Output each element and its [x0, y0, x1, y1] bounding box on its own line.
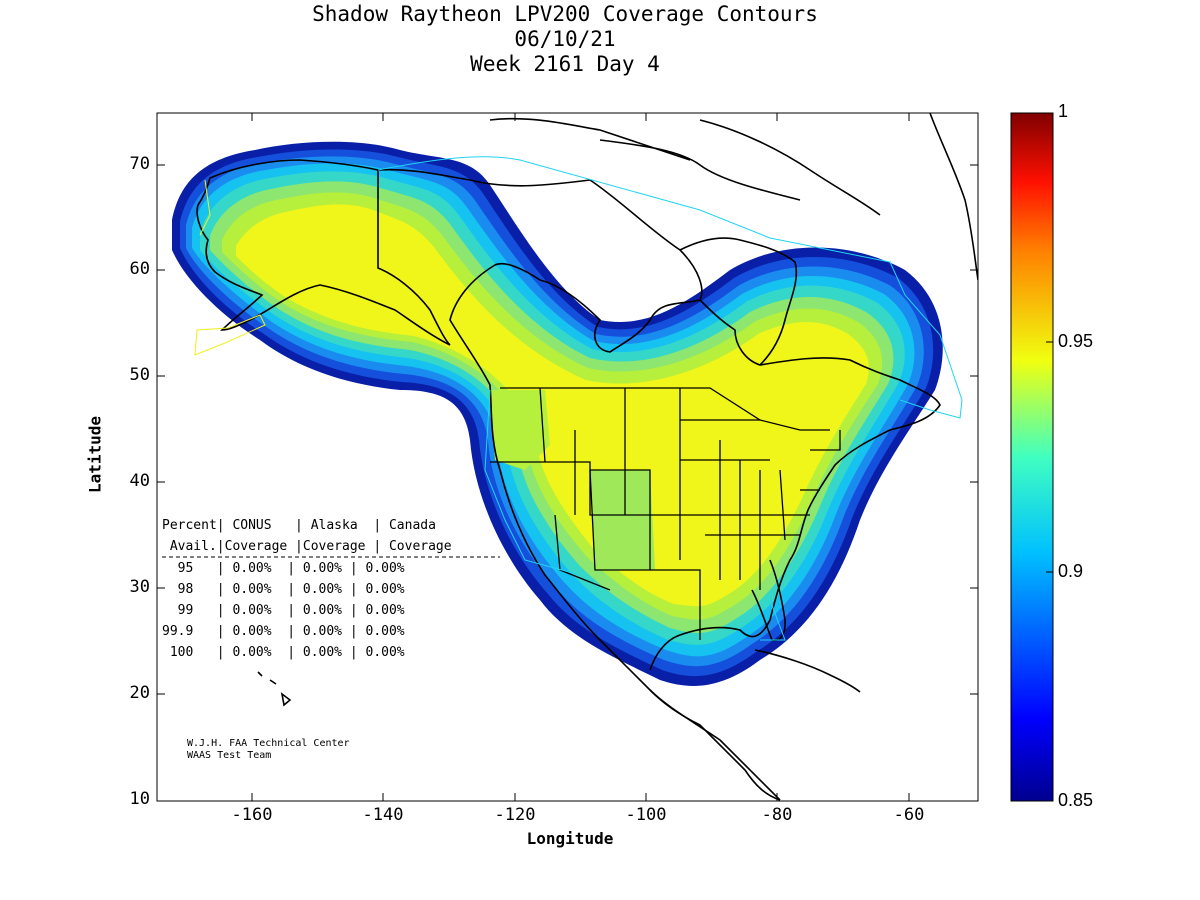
contour-patch-colorado: [590, 470, 655, 570]
colorbar-tick-label: 0.85: [1058, 790, 1094, 810]
greenland-outline: [929, 113, 978, 281]
colorbar: [1010, 112, 1054, 802]
chart-title-line2: 06/10/21: [514, 27, 616, 51]
ytick-label: 10: [129, 789, 150, 809]
xtick-label: -120: [494, 805, 536, 825]
xtick-label: -80: [761, 805, 793, 825]
colorbar-tick-label: 0.95: [1058, 331, 1094, 351]
colorbar-tick-label: 0.9: [1058, 561, 1084, 581]
northamerica-outline: [377, 168, 781, 801]
xtick-label: -140: [362, 805, 404, 825]
ytick-label: 30: [129, 577, 150, 597]
florida-outline: [751, 559, 786, 642]
ytick-label: 20: [129, 683, 150, 703]
table-header: Avail.|Coverage |Coverage | Coverage: [162, 539, 452, 554]
xtick-label: -60: [893, 805, 925, 825]
colorbar-tick-label: 1: [1058, 101, 1069, 121]
chart-title-line1: Shadow Raytheon LPV200 Coverage Contours: [312, 2, 818, 26]
table-row: 99 | 0.00% | 0.00% | 0.00%: [162, 603, 405, 618]
contour-patch-west: [490, 390, 550, 470]
coastlines: [196, 113, 978, 801]
hawaii-outline: [257, 671, 292, 707]
contour-band-yellow: [236, 204, 869, 607]
xtick-label: -160: [231, 805, 273, 825]
y-axis-label: Latitude: [85, 415, 105, 494]
credit-line: W.J.H. FAA Technical Center: [187, 738, 350, 749]
ytick-label: 50: [129, 365, 150, 385]
table-row: 99.9 | 0.00% | 0.00% | 0.00%: [162, 624, 405, 639]
table-row: 98 | 0.00% | 0.00% | 0.00%: [162, 582, 405, 597]
table-row: 100 | 0.00% | 0.00% | 0.00%: [162, 645, 405, 660]
ytick-label: 70: [129, 154, 150, 174]
table-header: Percent| CONUS | Alaska | Canada: [162, 518, 436, 533]
arctic-islands-outline: [489, 117, 881, 216]
colorbar-ticks: [1046, 112, 1053, 802]
xtick-label: -100: [625, 805, 667, 825]
x-axis-label: Longitude: [526, 829, 614, 848]
service-boundaries: [194, 156, 963, 641]
central-america-outline: [649, 689, 781, 801]
east-coast-outline: [649, 357, 941, 671]
credit-line: WAAS Test Team: [187, 750, 272, 761]
us-state-borders: [490, 387, 841, 640]
chart-title-line3: Week 2161 Day 4: [470, 52, 660, 76]
hudson-bay-outline: [679, 237, 798, 366]
table-row: 95 | 0.00% | 0.00% | 0.00%: [162, 561, 405, 576]
coverage-contours: [172, 141, 943, 686]
axis-ticks: [157, 113, 978, 801]
ytick-label: 60: [129, 259, 150, 279]
cuba-outline: [754, 649, 861, 693]
ytick-label: 40: [129, 471, 150, 491]
